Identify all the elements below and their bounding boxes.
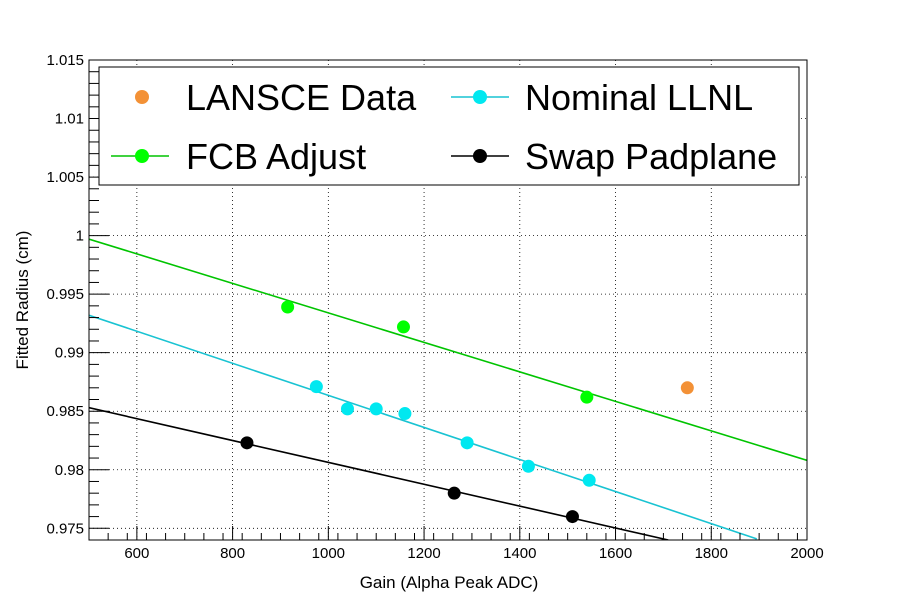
x-tick-label: 800 [220, 545, 245, 562]
point-nominal-llnl [460, 436, 474, 450]
plot-frame [88, 59, 808, 541]
legend-marker-lansce [135, 90, 149, 104]
legend-marker-swap [473, 149, 487, 163]
point-fcb-adjust [396, 320, 410, 334]
point-nominal-llnl [398, 407, 412, 421]
point-fcb-adjust [580, 390, 594, 404]
y-tick-label: 0.99 [55, 345, 84, 362]
x-tick-label: 1800 [695, 545, 728, 562]
y-tick-label: 1.01 [55, 111, 84, 128]
legend-label-nominal: Nominal LLNL [525, 77, 753, 118]
legend-label-lansce: LANSCE Data [186, 77, 417, 118]
point-lansce-data [680, 381, 694, 395]
x-axis-title: Gain (Alpha Peak ADC) [360, 573, 539, 592]
point-nominal-llnl [309, 380, 323, 394]
legend-marker-nominal [473, 90, 487, 104]
point-nominal-llnl [340, 402, 354, 416]
x-tick-label: 1000 [312, 545, 345, 562]
fit-line-fcb-adjust [89, 238, 807, 462]
x-tick-label: 1600 [599, 545, 632, 562]
y-tick-label: 0.985 [46, 403, 84, 420]
legend: LANSCE Data Nominal LLNL FCB Adjust Swap… [98, 66, 800, 186]
axes: 600 800 1000 1200 1400 1600 1800 2000 0.975 0.98 0… [46, 52, 823, 562]
y-tick-label: 0.995 [46, 286, 84, 303]
legend-marker-fcb [135, 149, 149, 163]
fit-line-nominal-llnl [89, 314, 757, 540]
y-tick-label: 1.015 [46, 52, 84, 69]
point-swap-padplane [240, 436, 254, 450]
y-tick-label: 0.975 [46, 520, 84, 537]
point-swap-padplane [565, 510, 579, 524]
y-tick-label: 1.005 [46, 169, 84, 186]
x-tick-label: 1200 [407, 545, 440, 562]
point-nominal-llnl [582, 473, 596, 487]
point-swap-padplane [447, 486, 461, 500]
y-tick-label: 1 [76, 228, 84, 245]
point-fcb-adjust [281, 300, 295, 314]
data-points [240, 300, 694, 524]
x-tick-label: 2000 [790, 545, 823, 562]
x-tick-label: 1400 [503, 545, 536, 562]
y-tick-label: 0.98 [55, 462, 84, 479]
point-nominal-llnl [521, 459, 535, 473]
x-tick-label: 600 [124, 545, 149, 562]
legend-box [98, 66, 800, 186]
point-nominal-llnl [369, 402, 383, 416]
legend-label-fcb: FCB Adjust [186, 136, 366, 177]
legend-label-swap: Swap Padplane [525, 136, 777, 177]
y-axis-title: Fitted Radius (cm) [13, 231, 32, 370]
